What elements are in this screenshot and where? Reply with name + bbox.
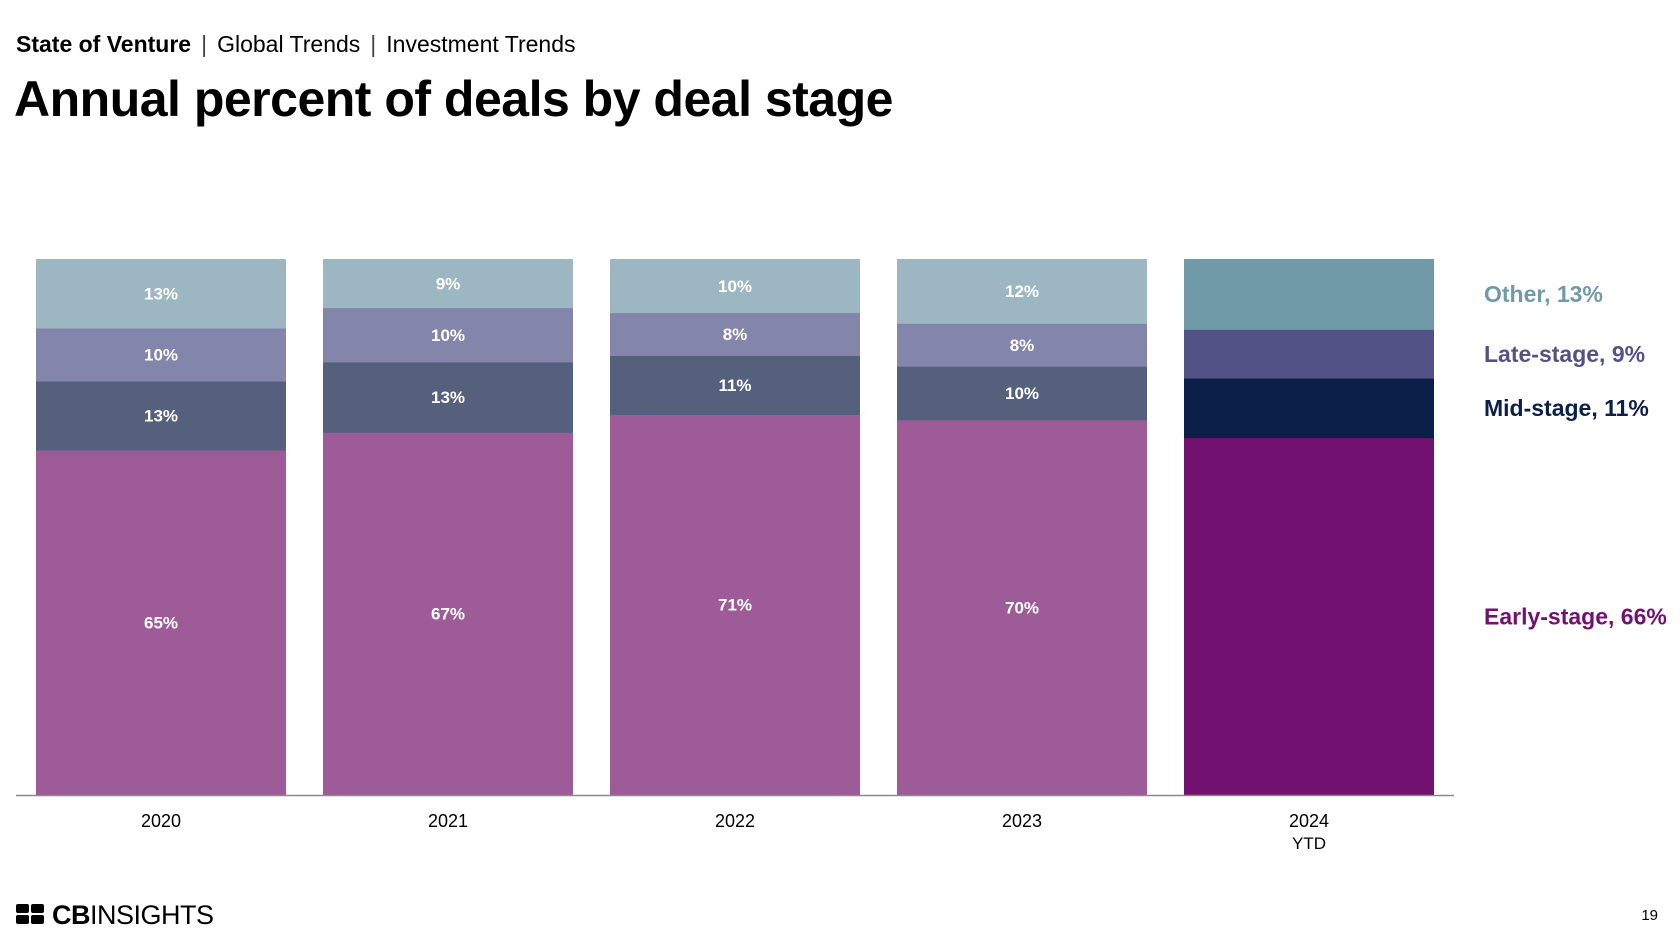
breadcrumb-item-report[interactable]: State of Venture (16, 31, 192, 57)
legend-label-mid-stage: Mid-stage, 11% (1484, 395, 1649, 421)
bar-late-stage-2023 (897, 323, 1147, 367)
bar-early-stage-2023 (897, 419, 1147, 796)
data-label-other-2020: 13% (144, 285, 178, 304)
breadcrumb-item-subsection[interactable]: Investment Trends (386, 31, 576, 57)
x-tick-sublabel-2024: YTD (1292, 834, 1326, 853)
data-label-mid-stage-2020: 13% (144, 407, 178, 426)
bar-mid-stage-2021 (323, 361, 573, 433)
legend-label-early-stage: Early-stage, 66% (1484, 603, 1667, 629)
data-label-early-stage-2022: 71% (718, 596, 752, 615)
data-label-early-stage-2023: 70% (1005, 598, 1039, 617)
data-label-early-stage-2021: 67% (431, 605, 465, 624)
bar-late-stage-2021 (323, 307, 573, 363)
data-label-mid-stage-2023: 10% (1005, 384, 1039, 403)
bar-other-2023 (897, 259, 1147, 324)
bar-early-stage-2024 (1184, 437, 1434, 796)
bar-other-2022 (610, 259, 860, 314)
bar-late-stage-2020 (36, 327, 286, 382)
x-tick-label-2024: 2024 (1289, 811, 1329, 831)
data-label-late-stage-2022: 8% (723, 325, 748, 344)
breadcrumb-separator: | (370, 31, 377, 57)
breadcrumb-item-section[interactable]: Global Trends (217, 31, 361, 57)
data-label-other-2021: 9% (436, 274, 461, 293)
data-label-late-stage-2020: 10% (144, 346, 178, 365)
x-tick-label-2023: 2023 (1002, 811, 1042, 831)
legend-label-late-stage: Late-stage, 9% (1484, 341, 1645, 367)
logo-wordmark-rest: INSIGHTS (90, 900, 214, 930)
cb-insights-logo: CBINSIGHTS (16, 900, 214, 930)
page-number: 19 (1641, 907, 1658, 924)
bar-mid-stage-2024 (1184, 378, 1434, 439)
x-tick-label-2022: 2022 (715, 811, 755, 831)
data-label-late-stage-2021: 10% (431, 326, 465, 345)
data-label-early-stage-2020: 65% (144, 614, 178, 633)
bar-other-2020 (36, 259, 286, 329)
data-label-late-stage-2023: 8% (1010, 336, 1035, 355)
logo-wordmark-bold: CB (52, 900, 91, 930)
bar-other-2021 (323, 259, 573, 309)
x-tick-label-2021: 2021 (428, 811, 468, 831)
x-tick-label-2020: 2020 (141, 811, 181, 831)
bar-mid-stage-2022 (610, 355, 860, 415)
breadcrumb: State of Venture | Global Trends | Investmen… (16, 29, 575, 59)
cb-insights-logo-icon (16, 904, 44, 924)
stacked-bar-chart: 65% 13% 10% 13% 2020 67% 13% 10% 9% 2021 71% 11% 8% 1… (16, 259, 1667, 853)
bar-other-2024 (1184, 259, 1434, 330)
data-label-mid-stage-2021: 13% (431, 388, 465, 407)
legend-label-other: Other, 13% (1484, 281, 1603, 307)
bar-late-stage-2022 (610, 312, 860, 356)
bar-late-stage-2024 (1184, 329, 1434, 379)
page-title: Annual percent of deals by deal stage (14, 71, 893, 127)
data-label-other-2022: 10% (718, 277, 752, 296)
bar-mid-stage-2023 (897, 366, 1147, 421)
bar-mid-stage-2020 (36, 381, 286, 451)
bar-early-stage-2021 (323, 432, 573, 796)
data-label-mid-stage-2022: 11% (718, 376, 751, 395)
bar-early-stage-2022 (610, 414, 860, 796)
data-label-other-2023: 12% (1005, 282, 1039, 301)
logo-wordmark: CBINSIGHTS (52, 900, 214, 930)
bar-early-stage-2020 (36, 450, 286, 796)
breadcrumb-separator: | (201, 31, 208, 57)
